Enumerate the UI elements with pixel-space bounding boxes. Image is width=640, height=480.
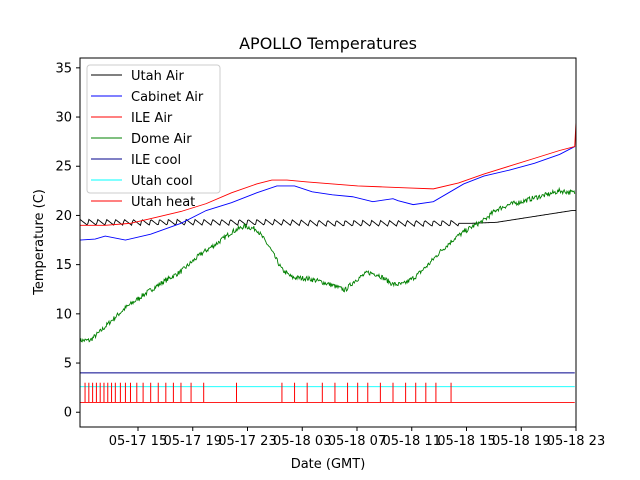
series-dome-air [80, 186, 576, 343]
legend-label: Utah cool [131, 174, 193, 189]
legend-item-dome-air: Dome Air [91, 132, 192, 147]
x-tick-label: 05-17 19 [164, 434, 222, 449]
y-tick-label: 5 [64, 357, 72, 372]
legend-item-cabinet-air: Cabinet Air [91, 90, 204, 105]
series-line-ile-air [80, 121, 576, 226]
series-ile-air [80, 121, 576, 226]
legend-label: Utah heat [131, 195, 195, 210]
legend-item-utah-cool: Utah cool [91, 174, 193, 189]
series-utah-heat [80, 382, 575, 403]
x-tick-label: 05-17 23 [218, 434, 276, 449]
series-utah-air [80, 210, 576, 228]
x-axis-label: Date (GMT) [291, 457, 366, 472]
legend-item-ile-cool: ILE cool [91, 153, 181, 168]
legend-label: Cabinet Air [131, 90, 204, 105]
y-tick-label: 10 [55, 307, 72, 322]
x-tick-label: 05-18 15 [437, 434, 495, 449]
series-line-cabinet-air [80, 146, 575, 241]
y-tick-label: 30 [55, 111, 72, 126]
x-tick-label: 05-18 19 [492, 434, 550, 449]
legend-item-utah-heat: Utah heat [91, 195, 195, 210]
series-layer [80, 121, 576, 403]
legend-label: Utah Air [131, 69, 184, 84]
x-tick-label: 05-18 07 [328, 434, 386, 449]
x-tick-label: 05-17 15 [109, 434, 167, 449]
legend-item-utah-air: Utah Air [91, 69, 184, 84]
plot-area [79, 57, 577, 428]
y-tick-label: 0 [64, 406, 72, 421]
legend-label: ILE Air [131, 111, 173, 126]
y-tick-label: 15 [55, 258, 72, 273]
plot-frame [79, 57, 577, 428]
y-tick-label: 25 [55, 160, 72, 175]
series-line-dome-air [80, 186, 576, 343]
legend: Utah Air Cabinet Air ILE Air Dome Air ILE co… [86, 64, 221, 210]
legend-label: Dome Air [131, 132, 192, 147]
x-tick-label: 05-18 11 [383, 434, 441, 449]
x-tick-label: 05-18 23 [547, 434, 605, 449]
x-tick-label: 05-18 03 [273, 434, 331, 449]
y-tick-label: 20 [55, 209, 72, 224]
y-tick-label: 35 [55, 61, 72, 76]
y-axis: 0 5 10 15 20 25 30 35 [55, 61, 80, 421]
series-line-utah-air [80, 210, 576, 228]
series-cabinet-air [80, 146, 575, 241]
legend-frame [86, 64, 221, 194]
legend-label: ILE cool [131, 153, 181, 168]
legend-item-ile-air: ILE Air [91, 111, 173, 126]
chart-title: APOLLO Temperatures [239, 34, 417, 53]
y-axis-label: Temperature (C) [32, 189, 47, 296]
